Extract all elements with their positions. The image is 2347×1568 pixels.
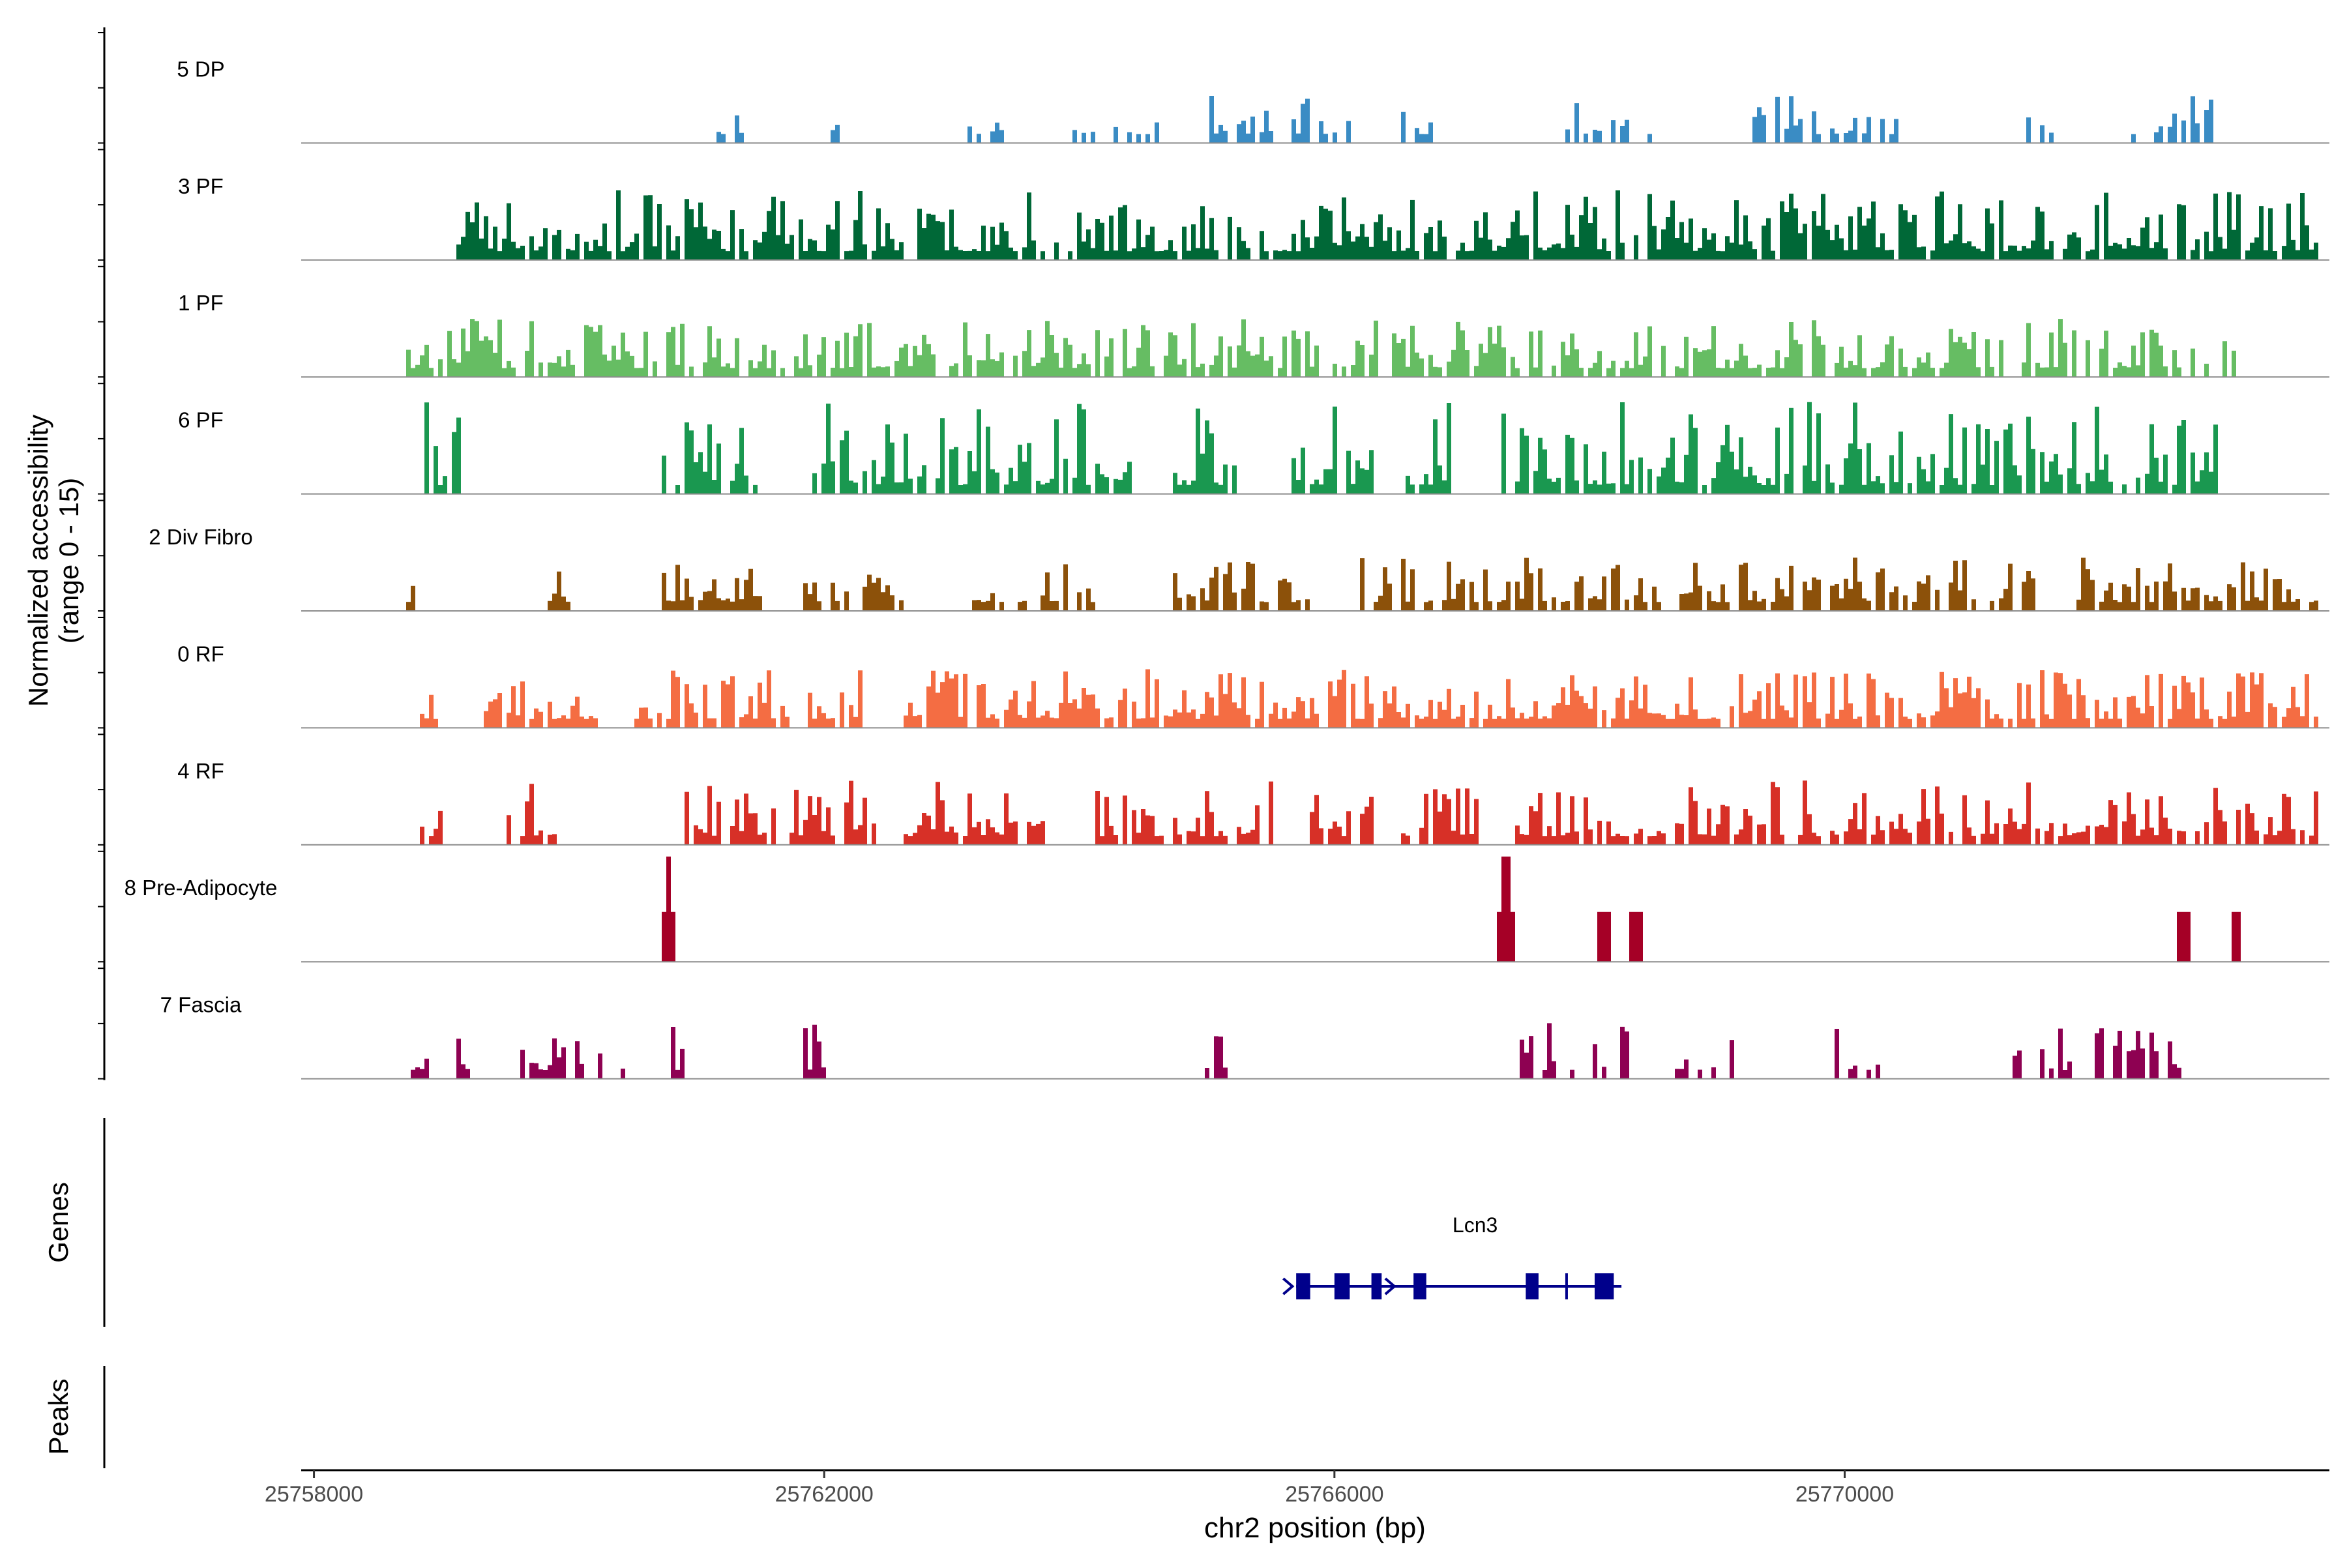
coverage-tracks — [301, 96, 2329, 1080]
coverage-area-2-div-fibro — [406, 557, 2318, 611]
x-tick-label: 25758000 — [265, 1482, 363, 1507]
coverage-area-1-pf — [406, 319, 2236, 377]
coverage-area-8-pre-adipocyte — [662, 856, 2241, 962]
track-labels: 5 DP 3 PF 1 PF 6 PF 2 Div Fibro 0 RF 4 RF 8 Pre… — [125, 57, 278, 1016]
gene-exon — [1371, 1273, 1382, 1299]
coverage-area-5-dp — [716, 96, 2213, 143]
x-tick-label: 25770000 — [1795, 1482, 1894, 1507]
coverage-area-3-pf — [456, 190, 2318, 260]
y-axis-title-line2: (range 0 - 15) — [53, 478, 84, 643]
gene-exon — [1594, 1273, 1614, 1299]
track-label-0-rf: 0 RF — [177, 642, 224, 666]
x-tick-label: 25766000 — [1285, 1482, 1383, 1507]
gene-exon — [1526, 1273, 1539, 1299]
track-label-3-pf: 3 PF — [178, 174, 224, 198]
coverage-area-7-fascia — [411, 1023, 2181, 1079]
strand-arrow — [1384, 1277, 1396, 1295]
gene-exon — [1296, 1273, 1310, 1299]
track-label-8-pre-adipocyte: 8 Pre-Adipocyte — [125, 876, 278, 900]
y-axis-title-line1: Normalized accessibility — [23, 415, 53, 707]
accessibility-axis — [98, 27, 106, 1080]
peaks-panel-title: Peaks — [43, 1379, 74, 1455]
strand-arrow — [1282, 1277, 1295, 1295]
track-label-7-fascia: 7 Fascia — [160, 993, 242, 1017]
track-label-2-div-fibro: 2 Div Fibro — [149, 525, 253, 549]
gene-label-lcn3: Lcn3 — [1453, 1213, 1498, 1237]
coverage-area-6-pf — [424, 402, 2218, 494]
coverage-area-0-rf — [420, 669, 2318, 728]
genes-panel-title: Genes — [43, 1182, 74, 1263]
gene-exon — [1413, 1273, 1426, 1299]
gene-exon — [1334, 1273, 1350, 1299]
track-label-1-pf: 1 PF — [178, 291, 224, 315]
track-label-6-pf: 6 PF — [178, 408, 224, 432]
x-axis: 25758000 25762000 25766000 25770000 — [265, 1470, 1894, 1507]
x-tick-label: 25762000 — [775, 1482, 874, 1507]
gene-model — [1282, 1273, 1622, 1299]
track-label-5-dp: 5 DP — [177, 57, 224, 81]
track-label-4-rf: 4 RF — [177, 759, 224, 783]
x-axis-title: chr2 position (bp) — [1204, 1512, 1426, 1544]
coverage-area-4-rf — [420, 780, 2318, 845]
